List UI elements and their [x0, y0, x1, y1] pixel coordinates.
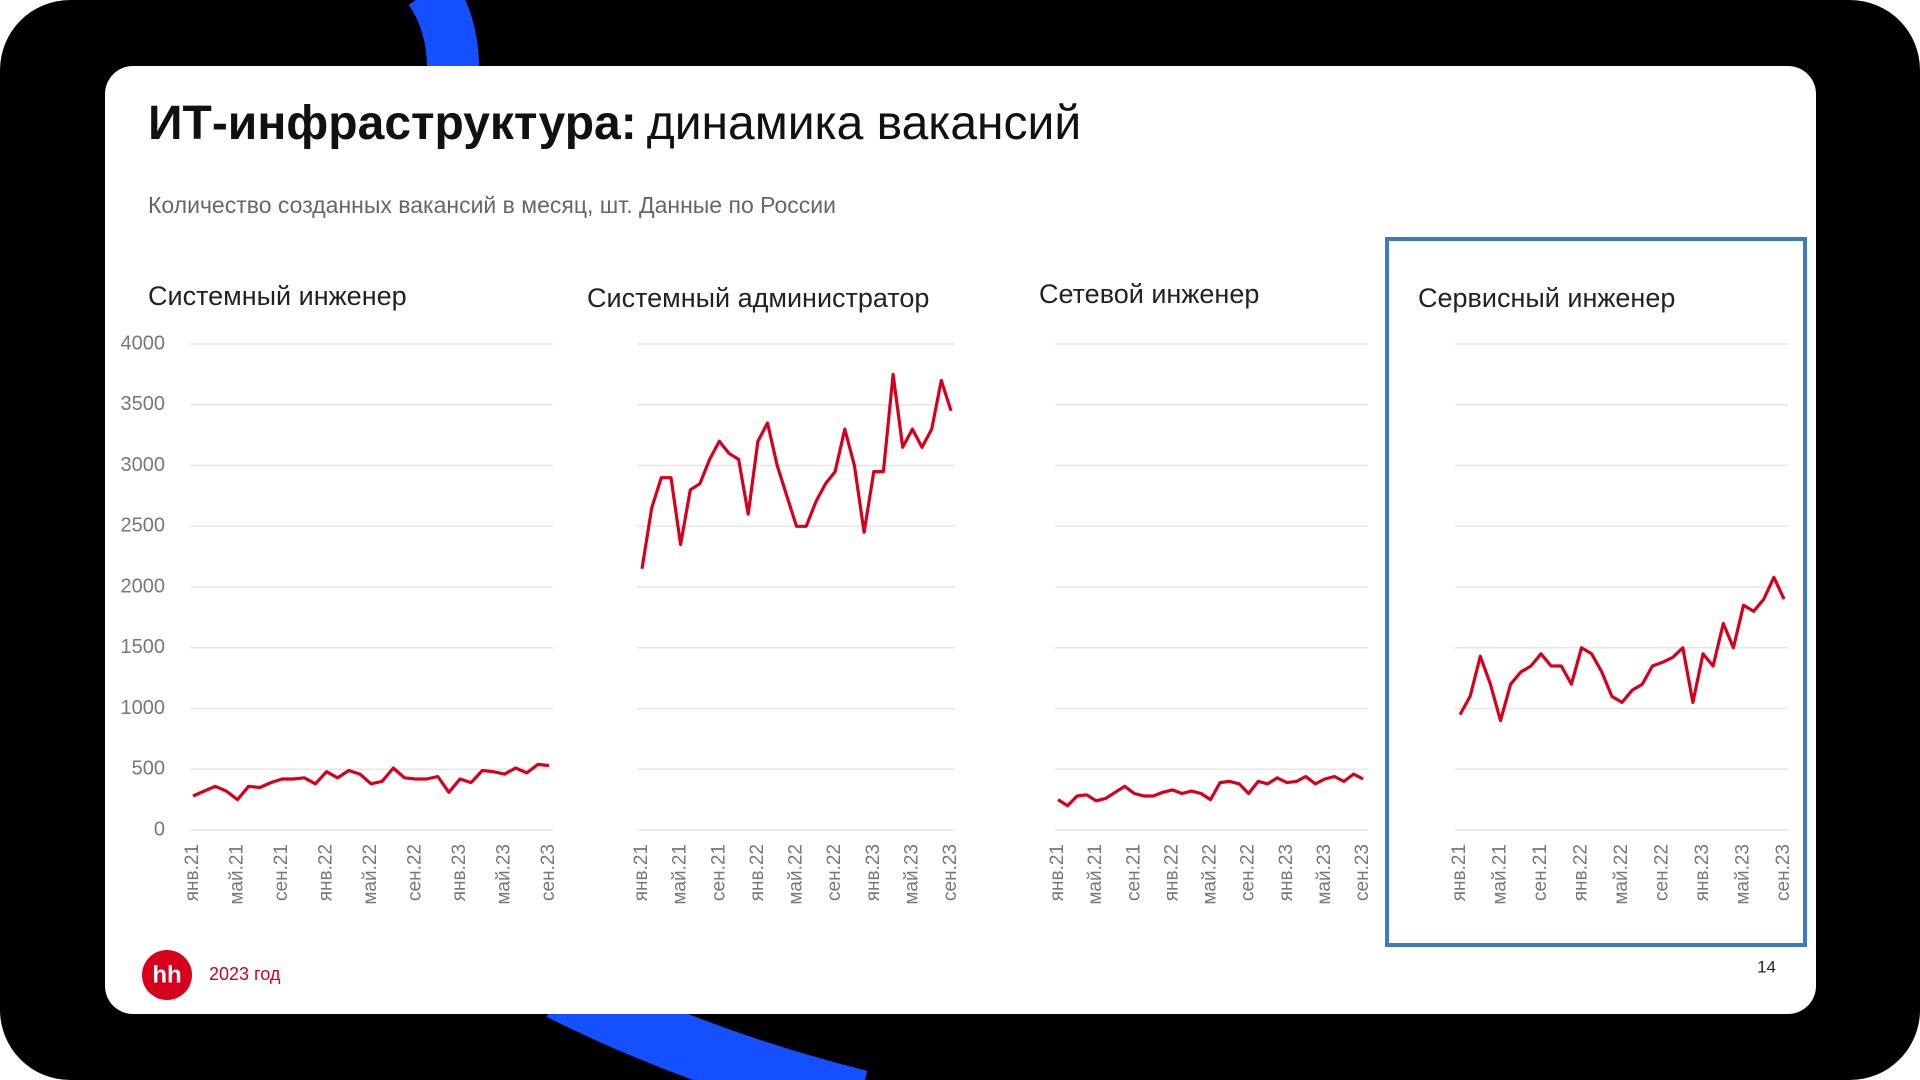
x-tick-label: сен.23 [538, 844, 559, 901]
x-tick-label: сен.23 [1773, 844, 1794, 901]
x-tick-label: янв.22 [747, 844, 768, 901]
slide-title: ИТ-инфраструктура: динамика вакансий [148, 97, 1081, 150]
footer-year: 2023 год [209, 964, 281, 984]
y-tick-label: 4000 [121, 332, 166, 354]
x-tick-label: янв.21 [182, 844, 203, 901]
y-tick-label: 0 [154, 818, 165, 840]
x-tick-label: май.21 [1490, 844, 1511, 905]
highlight-box [1385, 237, 1807, 947]
x-tick-label: май.21 [670, 844, 691, 905]
x-tick-label: сен.21 [708, 844, 729, 901]
x-tick-label: сен.23 [1352, 844, 1373, 901]
x-tick-label: янв.22 [1161, 844, 1182, 901]
x-tick-label: янв.21 [631, 844, 652, 901]
x-tick-label: янв.23 [1692, 844, 1713, 901]
title-rest: динамика вакансий [647, 97, 1081, 150]
chart-title: Системный инженер [148, 281, 407, 311]
x-tick-label: май.22 [1611, 844, 1632, 905]
x-tick-label: сен.21 [1530, 844, 1551, 901]
x-tick-label: сен.21 [1123, 844, 1144, 901]
x-tick-label: янв.23 [863, 844, 884, 901]
subtitle: Количество созданных вакансий в месяц, ш… [148, 192, 836, 218]
x-tick-label: янв.23 [1276, 844, 1297, 901]
x-tick-label: май.22 [1200, 844, 1221, 905]
data-line [640, 372, 953, 570]
data-line [192, 762, 550, 802]
x-tick-label: сен.21 [271, 844, 292, 901]
x-tick-label: май.23 [1314, 844, 1335, 905]
page-number: 14 [1757, 957, 1776, 976]
x-tick-label: сен.22 [405, 844, 426, 901]
chart-title: Системный администратор [587, 283, 929, 313]
x-tick-label: сен.22 [824, 844, 845, 901]
x-tick-label: май.22 [786, 844, 807, 905]
y-tick-label: 3500 [121, 393, 166, 415]
x-tick-label: май.21 [227, 844, 248, 905]
x-tick-label: янв.21 [1449, 844, 1470, 901]
title-bold: ИТ-инфраструктура: [148, 97, 637, 150]
data-line [1057, 772, 1364, 808]
y-tick-label: 500 [132, 758, 165, 780]
x-tick-label: сен.23 [940, 844, 961, 901]
data-line [1458, 575, 1786, 723]
x-tick-label: май.22 [360, 844, 381, 905]
y-tick-label: 3000 [121, 454, 166, 476]
x-tick-label: сен.22 [1652, 844, 1673, 901]
logo [142, 950, 192, 1000]
x-tick-label: янв.22 [1571, 844, 1592, 901]
x-tick-label: май.21 [1085, 844, 1106, 905]
x-tick-label: май.23 [901, 844, 922, 905]
x-tick-label: май.23 [1733, 844, 1754, 905]
y-tick-label: 2000 [121, 575, 166, 597]
chart-title: Сервисный инженер [1418, 283, 1675, 313]
y-tick-label: 1000 [121, 697, 166, 719]
x-tick-label: янв.22 [316, 844, 337, 901]
x-tick-label: май.23 [494, 844, 515, 905]
x-tick-label: янв.23 [449, 844, 470, 901]
chart-title: Сетевой инженер [1039, 279, 1259, 309]
y-tick-label: 1500 [121, 636, 166, 658]
logo-text: hh [152, 961, 181, 988]
y-tick-label: 2500 [121, 515, 166, 537]
x-tick-label: сен.22 [1238, 844, 1259, 901]
x-tick-label: янв.21 [1047, 844, 1068, 901]
